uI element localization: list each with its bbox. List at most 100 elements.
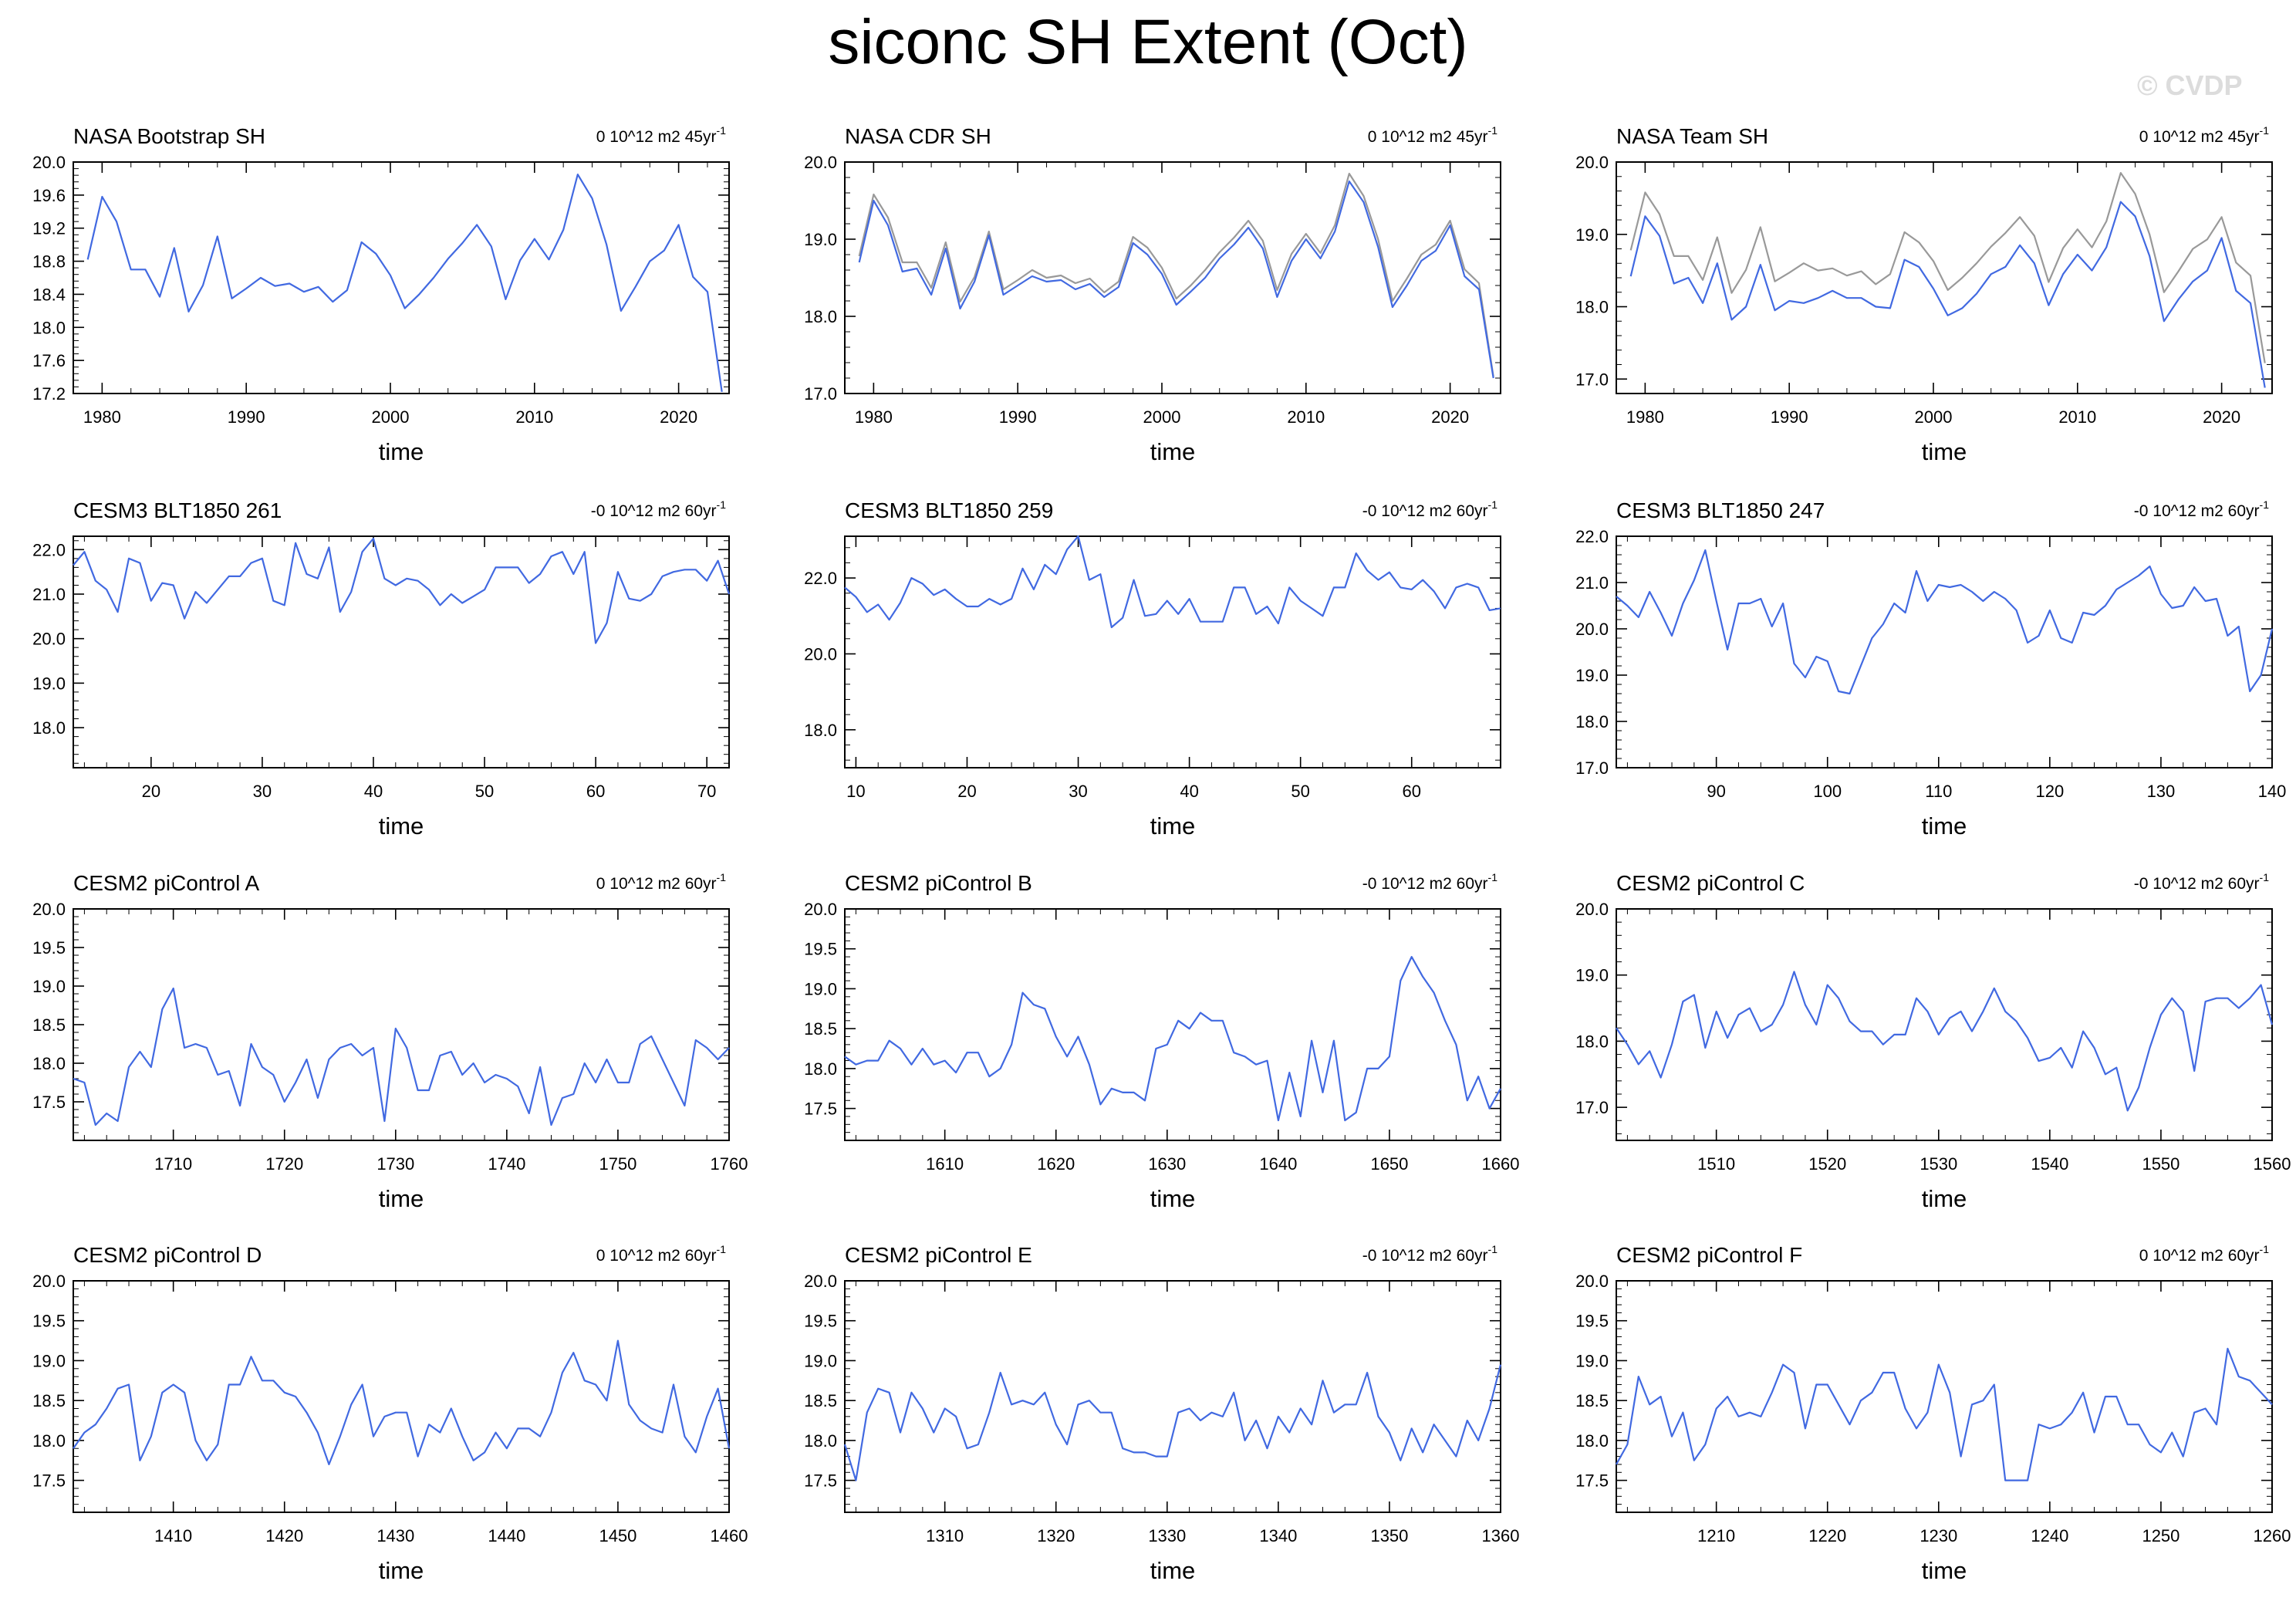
y-tick-label: 19.0 <box>804 979 837 998</box>
trend-label: 0 10^12 m2 60yr-1 <box>596 871 726 893</box>
chart-panel: CESM2 piControl A 0 10^12 m2 60yr-1 17.5 18… <box>32 871 748 1212</box>
panel-title: CESM2 piControl F <box>1616 1243 1802 1267</box>
y-tick-label: 22.0 <box>804 569 837 588</box>
y-tick-label: 20.0 <box>32 153 66 172</box>
series-line <box>1616 549 2274 695</box>
y-tick-label: 21.0 <box>32 585 66 604</box>
x-tick-label: 1240 <box>2031 1526 2068 1545</box>
panel-title: CESM3 BLT1850 259 <box>845 498 1053 522</box>
x-tick-label: 40 <box>364 782 383 801</box>
trend-label: 0 10^12 m2 60yr-1 <box>2139 1243 2269 1265</box>
series-line <box>73 1339 731 1466</box>
y-tick-label: 20.0 <box>1575 620 1609 639</box>
x-tick-label: 1990 <box>999 407 1037 427</box>
series-line <box>844 535 1501 629</box>
x-tick-label: 1650 <box>1370 1154 1408 1174</box>
panel-title: CESM2 piControl E <box>845 1243 1032 1267</box>
trend-exponent: -1 <box>1488 124 1498 137</box>
y-tick-label: 19.0 <box>1575 1351 1609 1370</box>
chart-panel: CESM3 BLT1850 261 -0 10^12 m2 60yr-1 18.0 1… <box>32 498 731 839</box>
x-tick-label: 1640 <box>1259 1154 1297 1174</box>
y-tick-label: 18.0 <box>1575 1032 1609 1051</box>
x-axis-label: time <box>379 438 424 465</box>
x-tick-label: 50 <box>1291 782 1309 801</box>
chart-panel: CESM2 piControl C -0 10^12 m2 60yr-1 17.0 1… <box>1575 871 2291 1212</box>
y-tick-label: 19.5 <box>32 1312 66 1331</box>
plot-frame <box>844 161 1501 394</box>
y-tick-label: 20.0 <box>1575 1272 1609 1291</box>
series-line <box>1629 201 2266 388</box>
x-axis-label: time <box>379 1185 424 1212</box>
x-tick-label: 60 <box>586 782 605 801</box>
y-tick-label: 19.2 <box>32 219 66 238</box>
y-tick-label: 22.0 <box>32 540 66 559</box>
chart-panel: CESM2 piControl E -0 10^12 m2 60yr-1 17.5 1… <box>804 1243 1519 1584</box>
y-tick-label: 20.0 <box>804 644 837 664</box>
y-tick-label: 19.5 <box>804 940 837 959</box>
plot-frame <box>844 1280 1501 1513</box>
trend-label: 0 10^12 m2 45yr-1 <box>596 124 726 146</box>
chart-panel: CESM3 BLT1850 247 -0 10^12 m2 60yr-1 17.0 1… <box>1575 498 2286 839</box>
plot-frame <box>844 535 1501 768</box>
y-tick-label: 18.0 <box>804 721 837 740</box>
x-tick-label: 2000 <box>1915 407 1953 427</box>
trend-exponent: -1 <box>1488 1243 1498 1255</box>
plot-frame <box>844 908 1501 1141</box>
y-tick-label: 19.0 <box>32 1351 66 1370</box>
chart-panel: NASA Bootstrap SH 0 10^12 m2 45yr-1 17.2 17… <box>32 124 730 465</box>
x-tick-label: 1410 <box>154 1526 192 1545</box>
y-tick-label: 18.0 <box>1575 1431 1609 1451</box>
y-tick-label: 19.5 <box>32 938 66 958</box>
x-tick-label: 1420 <box>265 1526 303 1545</box>
trend-exponent: -1 <box>717 1243 727 1255</box>
y-tick-label: 20.0 <box>1575 900 1609 919</box>
x-tick-label: 1530 <box>1920 1154 1957 1174</box>
cvdp-watermark: © CVDP <box>2137 69 2243 101</box>
x-tick-label: 2020 <box>1431 407 1469 427</box>
x-tick-label: 1260 <box>2254 1526 2291 1545</box>
x-tick-label: 130 <box>2147 782 2176 801</box>
y-tick-label: 17.5 <box>32 1093 66 1112</box>
x-tick-label: 1210 <box>1697 1526 1735 1545</box>
series-line <box>858 180 1494 379</box>
x-tick-label: 1520 <box>1808 1154 1846 1174</box>
x-axis-label: time <box>1922 812 1967 839</box>
series-line <box>1616 1347 2273 1481</box>
trend-label: 0 10^12 m2 45yr-1 <box>1368 124 1497 146</box>
x-tick-label: 60 <box>1403 782 1421 801</box>
x-tick-label: 2010 <box>1287 407 1325 427</box>
panel-title: CESM2 piControl A <box>73 871 260 895</box>
panel-title: CESM3 BLT1850 261 <box>73 498 282 522</box>
plot-frame <box>73 1280 730 1513</box>
x-tick-label: 1320 <box>1037 1526 1075 1545</box>
y-tick-label: 18.8 <box>32 252 66 272</box>
x-tick-label: 120 <box>2036 782 2065 801</box>
x-tick-label: 30 <box>253 782 272 801</box>
y-tick-label: 19.0 <box>32 977 66 996</box>
x-tick-label: 1430 <box>376 1526 414 1545</box>
y-tick-label: 20.0 <box>32 1272 66 1291</box>
y-tick-label: 18.0 <box>804 1431 837 1451</box>
x-axis-label: time <box>1922 438 1967 465</box>
x-tick-label: 1330 <box>1148 1526 1186 1545</box>
chart-panel: CESM2 piControl D 0 10^12 m2 60yr-1 17.5 18… <box>32 1243 748 1584</box>
x-tick-label: 1360 <box>1482 1526 1520 1545</box>
series-line <box>844 955 1501 1122</box>
reference-series-line <box>858 172 1494 377</box>
y-tick-label: 18.0 <box>1575 712 1609 731</box>
y-tick-label: 19.0 <box>1575 666 1609 685</box>
chart-panel: CESM2 piControl F 0 10^12 m2 60yr-1 17.5 18… <box>1575 1243 2291 1584</box>
y-tick-label: 17.5 <box>804 1099 837 1119</box>
series-line <box>1616 971 2274 1112</box>
plot-frame <box>73 161 730 394</box>
x-axis-label: time <box>1150 1185 1196 1212</box>
x-tick-label: 1350 <box>1370 1526 1408 1545</box>
trend-exponent: -1 <box>2260 1243 2270 1255</box>
panel-title: CESM2 piControl B <box>845 871 1032 895</box>
plot-frame <box>1616 535 2273 768</box>
x-tick-label: 1660 <box>1482 1154 1520 1174</box>
x-axis-label: time <box>379 1557 424 1584</box>
chart-panel: CESM2 piControl B -0 10^12 m2 60yr-1 17.5 1… <box>804 871 1519 1212</box>
y-tick-label: 19.0 <box>1575 225 1609 245</box>
x-tick-label: 1720 <box>265 1154 303 1174</box>
